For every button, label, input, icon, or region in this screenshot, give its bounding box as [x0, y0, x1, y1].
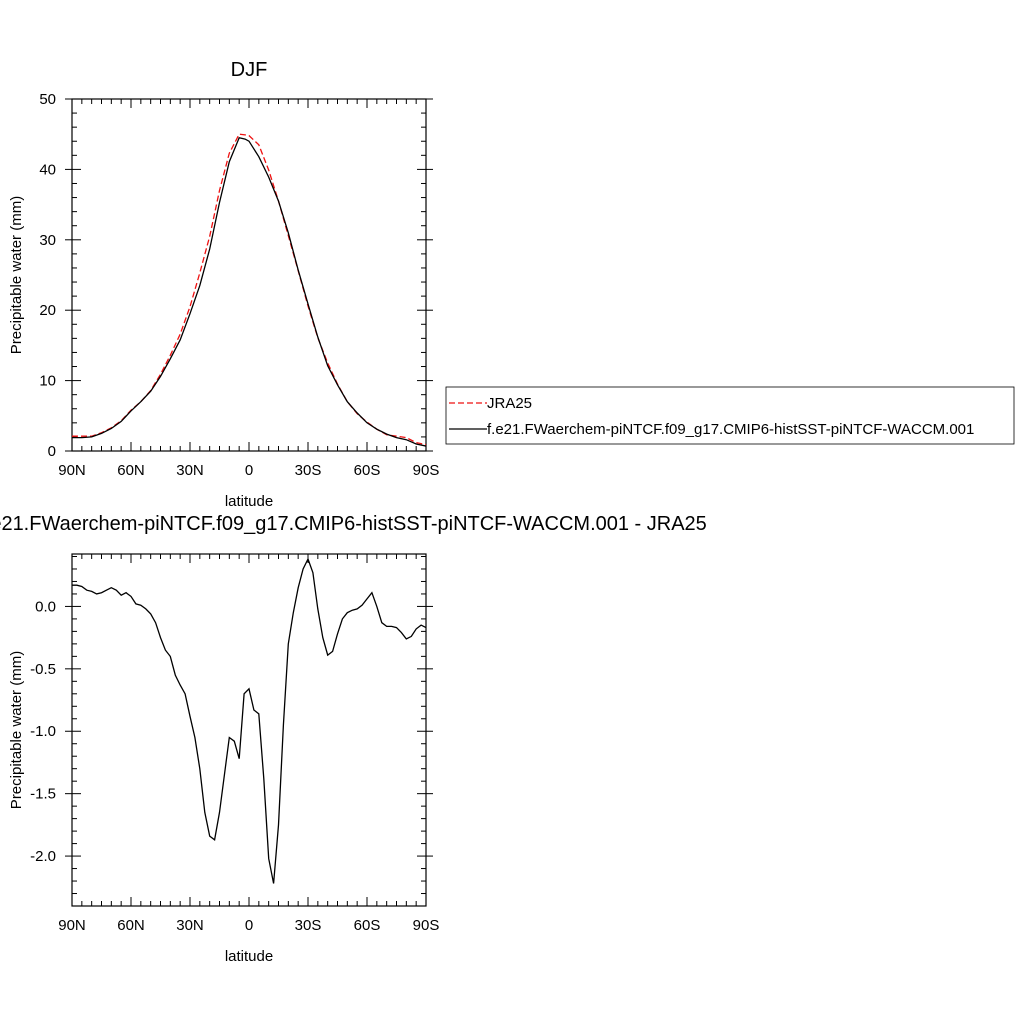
x-tick-label: 90S	[413, 917, 440, 934]
chart-title: f.e21.FWaerchem-piNTCF.f09_g17.CMIP6-his…	[0, 513, 707, 535]
y-tick-label: -1.5	[30, 786, 56, 803]
series-line-0	[72, 133, 426, 446]
y-axis-label: Precipitable water (mm)	[8, 651, 25, 809]
x-tick-label: 90N	[58, 462, 86, 479]
y-tick-label: 30	[39, 232, 56, 249]
chart-title: DJF	[231, 59, 268, 81]
x-axis-label: latitude	[225, 493, 273, 510]
x-tick-label: 60S	[354, 462, 381, 479]
x-axis-label: latitude	[225, 948, 273, 965]
legend-label: JRA25	[487, 395, 532, 412]
x-tick-label: 30S	[295, 462, 322, 479]
y-tick-label: 0	[48, 443, 56, 460]
x-tick-label: 90N	[58, 917, 86, 934]
y-axis-label: Precipitable water (mm)	[8, 196, 25, 354]
bottom-panel: f.e21.FWaerchem-piNTCF.f09_g17.CMIP6-his…	[0, 513, 707, 965]
x-tick-label: 30N	[176, 917, 204, 934]
legend: JRA25 f.e21.FWaerchem-piNTCF.f09_g17.CMIP…	[445, 386, 1015, 445]
x-tick-label: 60N	[117, 462, 145, 479]
plot-frame	[71, 553, 427, 907]
series-line-1	[72, 136, 426, 447]
x-tick-label: 60N	[117, 917, 145, 934]
x-tick-label: 30N	[176, 462, 204, 479]
y-tick-label: 50	[39, 91, 56, 108]
y-tick-label: -0.5	[30, 661, 56, 678]
x-tick-label: 30S	[295, 917, 322, 934]
top-panel: DJF 90N 60N 30N 0 30S 60S 90S 0 10 20 30 40 50 latitud…	[8, 59, 1015, 510]
y-tick-label: 10	[39, 373, 56, 390]
plot-frame	[71, 98, 427, 452]
x-tick-label: 0	[245, 917, 253, 934]
y-tick-label: 0.0	[35, 598, 56, 615]
y-tick-label: -2.0	[30, 848, 56, 865]
y-tick-label: 40	[39, 161, 56, 178]
legend-box	[445, 386, 1015, 445]
x-tick-label: 0	[245, 462, 253, 479]
y-tick-label: 20	[39, 302, 56, 319]
y-tick-label: -1.0	[30, 723, 56, 740]
legend-label: f.e21.FWaerchem-piNTCF.f09_g17.CMIP6-his…	[487, 421, 974, 438]
series-line-0	[72, 557, 426, 884]
x-tick-label: 90S	[413, 462, 440, 479]
x-tick-label: 60S	[354, 917, 381, 934]
